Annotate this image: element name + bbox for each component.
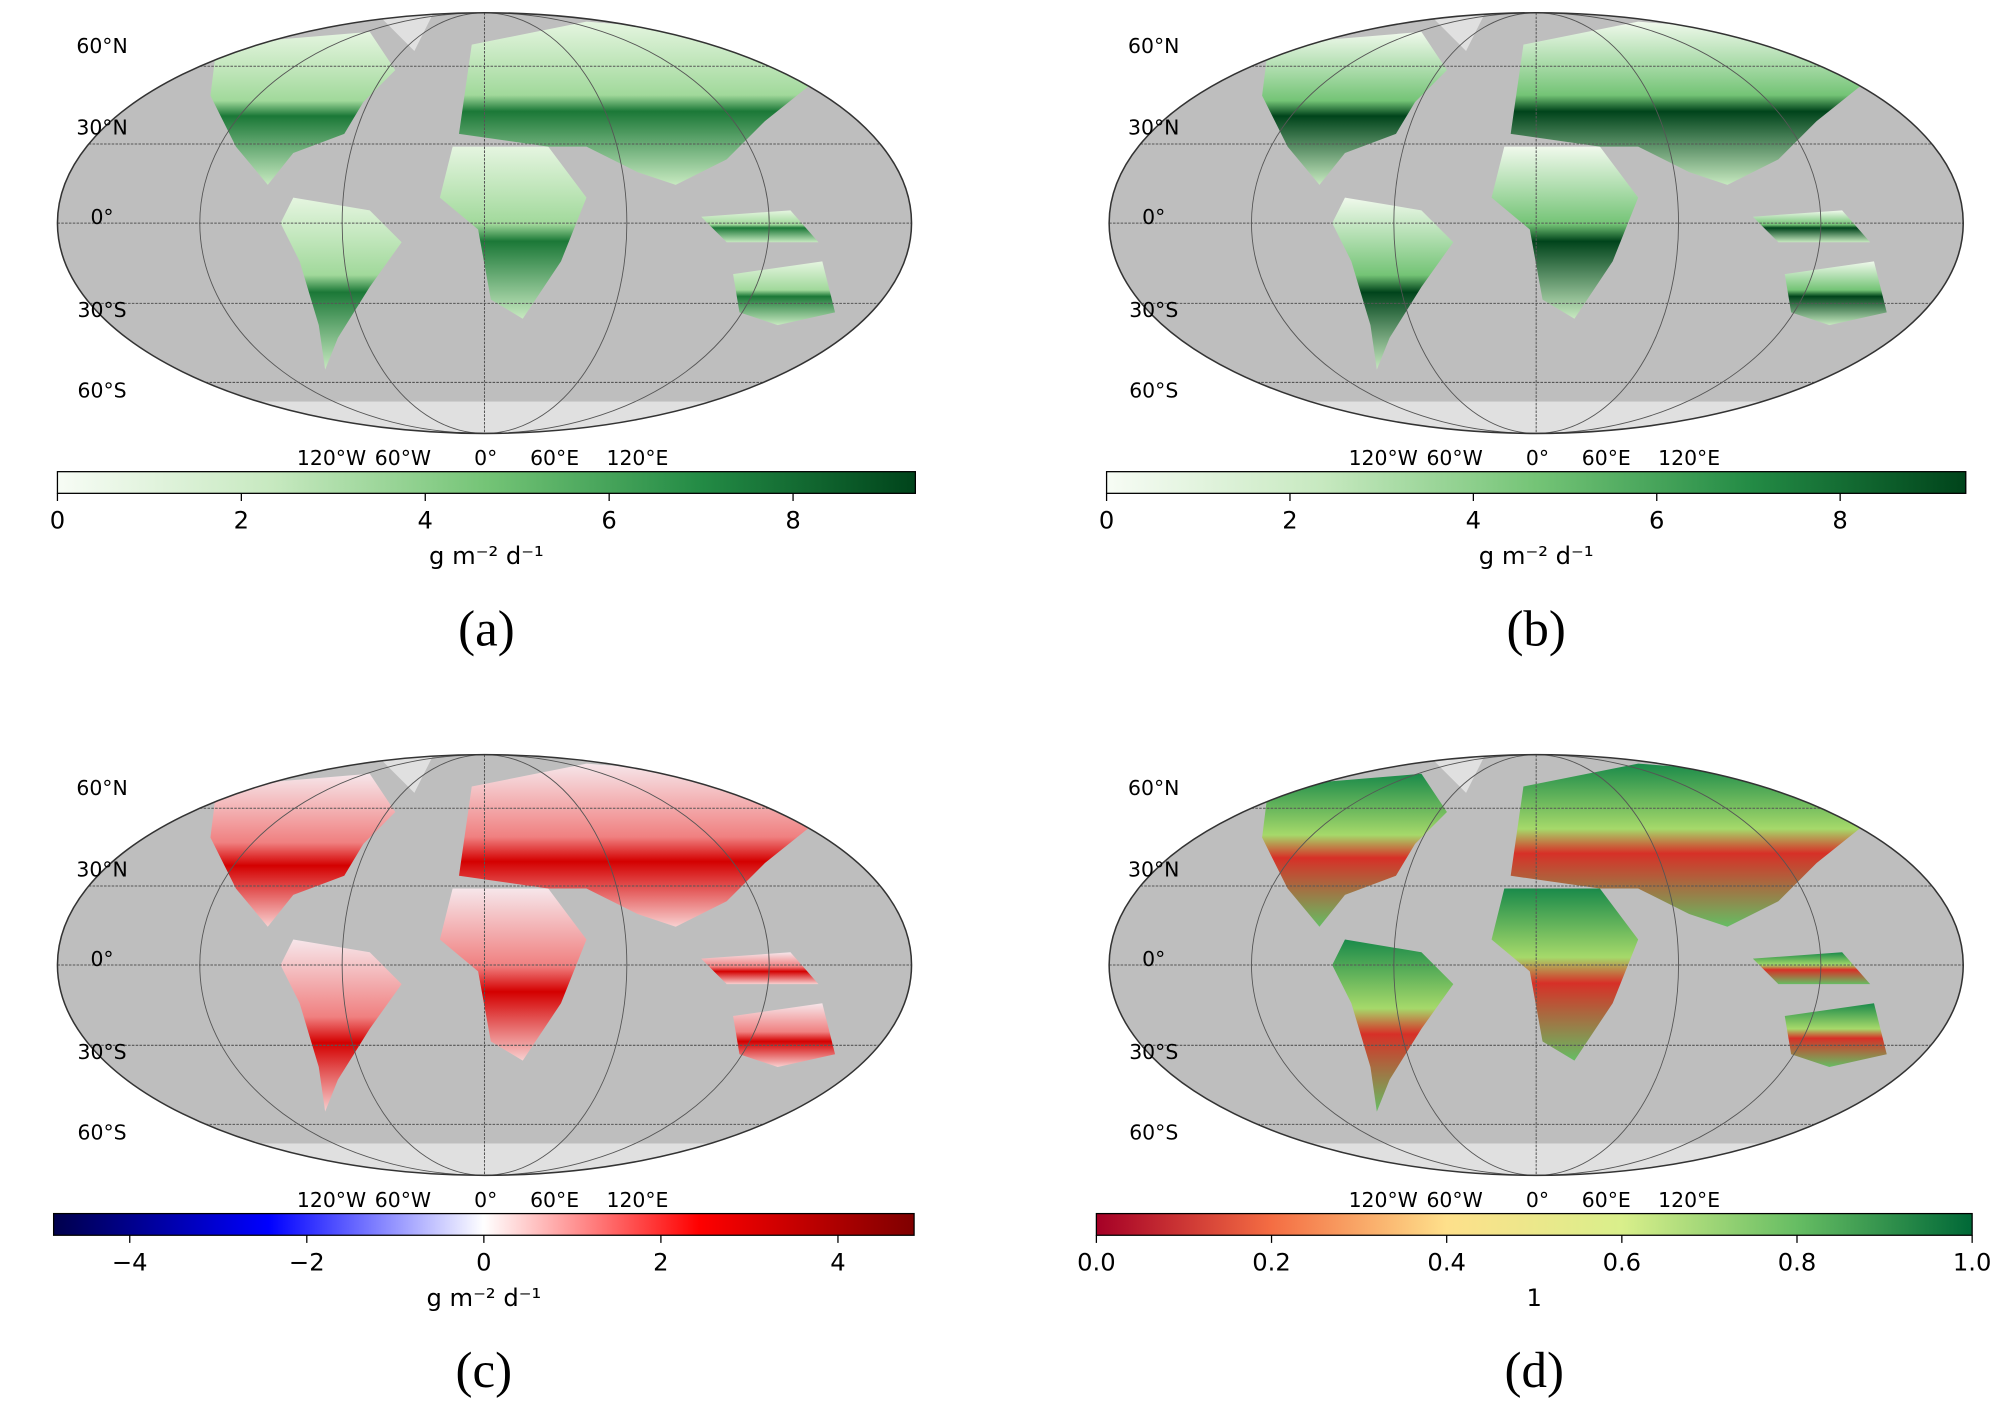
colorbar-tick-label: 8 [785, 506, 800, 534]
colorbar [1105, 471, 1967, 494]
lat-label: 30°S [78, 298, 127, 322]
lon-label: 0° [474, 1188, 497, 1212]
colorbar-tick-label: 0.0 [1077, 1248, 1116, 1276]
colorbar-label: g m⁻² d⁻¹ [429, 542, 544, 570]
lat-label: 30°S [1129, 298, 1178, 322]
meridian [199, 12, 770, 434]
lon-label: 60°W [375, 1188, 431, 1212]
map [57, 12, 912, 434]
lat-label: 60°S [78, 1120, 127, 1144]
lat-label: 30°N [76, 116, 127, 140]
map [1109, 754, 1964, 1176]
lon-label: 120°E [606, 446, 668, 470]
map-border [1108, 753, 1964, 1177]
colorbar-tick-label: 0.6 [1603, 1248, 1642, 1276]
lat-label: 30°N [1128, 858, 1179, 882]
colorbar-tick-label: 0 [476, 1248, 491, 1276]
lat-label: 60°N [1128, 34, 1179, 58]
colorbar-tick-label: 0.2 [1252, 1248, 1291, 1276]
lat-label: 60°N [76, 776, 127, 800]
colorbar-tick-label: 2 [653, 1248, 668, 1276]
lat-label: 0° [1142, 947, 1165, 971]
lon-label: 0° [474, 446, 497, 470]
meridian [341, 754, 628, 1176]
colorbar-label: 1 [1527, 1284, 1542, 1312]
lon-label: 120°E [606, 1188, 668, 1212]
colorbar-tick-label: −4 [112, 1248, 148, 1276]
lon-label: 60°W [375, 446, 431, 470]
greenland [382, 12, 434, 51]
colorbar-label: g m⁻² d⁻¹ [1479, 542, 1594, 570]
greenland [1434, 754, 1486, 793]
lat-label: 30°N [1128, 116, 1179, 140]
lon-label: 60°W [1426, 1188, 1482, 1212]
greenland [382, 754, 434, 793]
lon-label: 60°E [530, 1188, 579, 1212]
colorbar [1095, 1212, 1973, 1236]
lat-label: 0° [90, 205, 113, 229]
lon-label: 120°W [1349, 446, 1418, 470]
lon-label: 120°E [1658, 1188, 1720, 1212]
lon-label: 120°W [1349, 1188, 1418, 1212]
meridian [199, 754, 770, 1176]
map [57, 754, 912, 1176]
lat-label: 30°S [1129, 1040, 1178, 1064]
greenland [1434, 12, 1486, 51]
lat-label: 60°N [1128, 776, 1179, 800]
colorbar-tick-label: 6 [1649, 506, 1664, 534]
lat-label: 0° [1142, 205, 1165, 229]
map-panel: 60°N 30°N 0° 30°S 60°S 120°W 60°W 0° 60°E 120°E 0.… [1077, 753, 1992, 1399]
lon-label: 120°E [1658, 446, 1720, 470]
lat-label: 30°S [78, 1040, 127, 1064]
colorbar-tick-label: 2 [234, 506, 249, 534]
colorbar-label: g m⁻² d⁻¹ [426, 1284, 541, 1312]
colorbar-tick-label: 0 [50, 506, 65, 534]
colorbar-tick-label: 4 [1466, 506, 1481, 534]
lat-label: 60°N [76, 34, 127, 58]
lat-label: 60°S [1129, 378, 1178, 402]
colorbar [52, 1212, 915, 1236]
colorbar-tick-label: 1.0 [1953, 1248, 1992, 1276]
lon-label: 120°W [297, 1188, 366, 1212]
lon-label: 120°W [297, 446, 366, 470]
map-panel: 60°N 30°N 0° 30°S 60°S 120°W 60°W 0° 60°E 120°E 0 2… [50, 11, 917, 657]
lon-label: 60°W [1426, 446, 1482, 470]
panel-caption: (b) [1506, 601, 1565, 657]
colorbar-tick-label: 0 [1099, 506, 1114, 534]
panel-caption: (c) [456, 1343, 513, 1399]
lon-label: 60°E [530, 446, 579, 470]
meridian [1251, 12, 1822, 434]
panel-caption: (a) [458, 601, 515, 657]
lon-label: 60°E [1582, 1188, 1631, 1212]
map-border [1108, 11, 1964, 435]
lon-label: 0° [1526, 1188, 1549, 1212]
lat-label: 0° [90, 947, 113, 971]
map-border [56, 11, 913, 435]
colorbar-tick-label: 8 [1832, 506, 1847, 534]
lat-label: 60°S [78, 378, 127, 402]
colorbar [56, 471, 917, 494]
map-panel: 60°N 30°N 0° 30°S 60°S 120°W 60°W 0° 60°E 120°E 0 2… [1099, 11, 1967, 657]
panel-caption: (d) [1505, 1343, 1564, 1399]
map [1109, 12, 1964, 434]
colorbar-tick-label: 4 [830, 1248, 845, 1276]
meridian [1393, 12, 1679, 434]
meridian [341, 12, 628, 434]
map-border [56, 753, 913, 1177]
colorbar-tick-label: 0.4 [1427, 1248, 1466, 1276]
colorbar-tick-label: 4 [418, 506, 433, 534]
meridian [1251, 754, 1822, 1176]
colorbar-tick-label: 0.8 [1778, 1248, 1817, 1276]
colorbar-tick-label: 6 [601, 506, 616, 534]
lon-label: 0° [1526, 446, 1549, 470]
lon-label: 60°E [1582, 446, 1631, 470]
map-panel: 60°N 30°N 0° 30°S 60°S 120°W 60°W 0° 60°E 120°E −4… [52, 753, 915, 1399]
meridian [1393, 754, 1679, 1176]
colorbar-tick-label: 2 [1282, 506, 1297, 534]
colorbar-tick-label: −2 [289, 1248, 325, 1276]
lat-label: 30°N [76, 858, 127, 882]
lat-label: 60°S [1129, 1120, 1178, 1144]
